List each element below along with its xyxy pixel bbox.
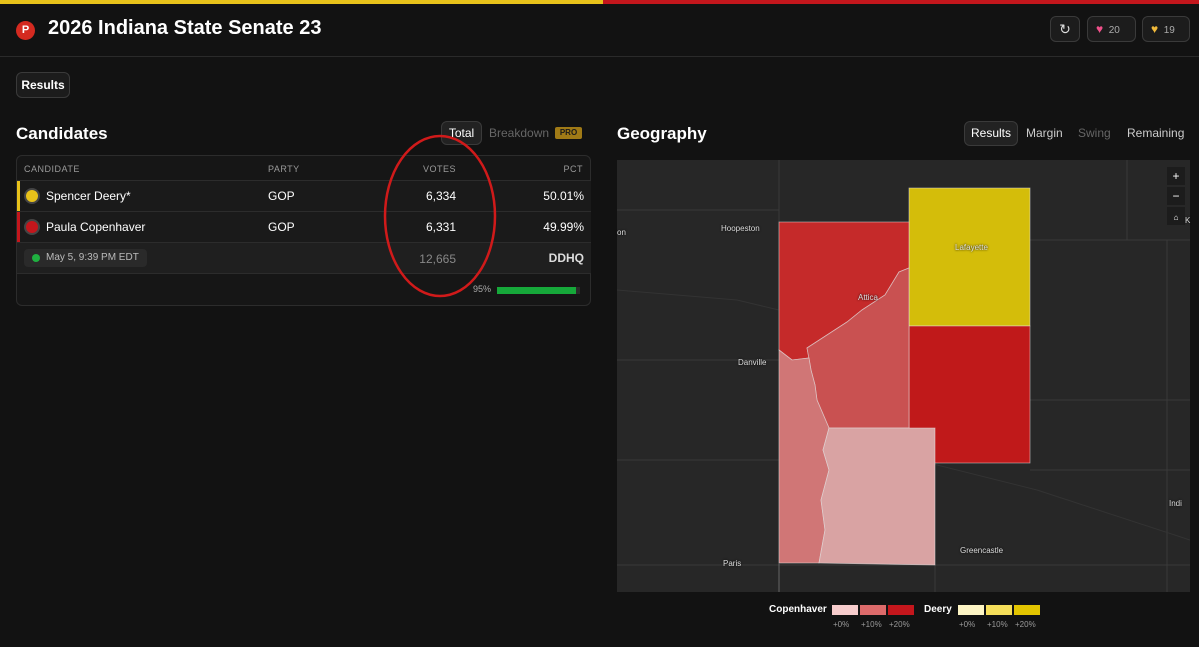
refresh-button[interactable]: ↻ <box>1050 16 1080 42</box>
annotation <box>383 134 497 298</box>
map-label: Paris <box>723 559 742 568</box>
column-header: PARTY <box>268 164 300 174</box>
map-label: K <box>1185 216 1191 225</box>
circle-annotation <box>383 134 497 298</box>
column-header: VOTES <box>422 164 456 174</box>
legend-swatch <box>832 605 858 615</box>
row-color <box>17 181 20 211</box>
percent: 49.99% <box>543 220 584 234</box>
candidate-name: Spencer Deery* <box>46 189 131 203</box>
badge: P <box>16 21 35 40</box>
like-button[interactable]: ♥ 20 <box>1087 16 1136 42</box>
percent: 50.01% <box>543 189 584 203</box>
votes: 6,331 <box>425 220 456 234</box>
zoom-controls: + − ⌂ <box>1167 167 1185 225</box>
map-label: on <box>617 228 626 237</box>
map-label: Greencastle <box>960 546 1004 555</box>
svg-text:⌂: ⌂ <box>1174 213 1179 222</box>
map-label: Hoopeston <box>721 224 760 233</box>
map-label: Indi <box>1169 499 1182 508</box>
map-view-tab[interactable]: Remaining <box>1127 126 1185 140</box>
map-view-tab[interactable]: Results <box>964 121 1018 146</box>
column-header: PCT <box>563 164 583 174</box>
favorite-count: 19 <box>1163 25 1175 36</box>
progress-right <box>603 0 1199 4</box>
reporting-text: 95% <box>472 284 491 294</box>
timestamp: May 5, 9:39 PM EDT <box>24 249 147 267</box>
map-view-tab[interactable]: Margin <box>1026 126 1063 140</box>
total-votes: 12,665 <box>419 252 456 266</box>
map-view-tab[interactable]: Swing <box>1078 126 1111 140</box>
section-title: Geography <box>617 124 707 143</box>
reporting-bar <box>497 287 576 294</box>
pro-badge: PRO <box>555 127 582 139</box>
legend-swatch <box>1014 605 1040 615</box>
page-title: 2026 Indiana State Senate 23 <box>48 17 322 39</box>
column-header: CANDIDATE <box>24 164 80 174</box>
timestamp-text: May 5, 9:39 PM EDT <box>46 252 139 263</box>
reset-view[interactable] <box>1167 207 1185 225</box>
zoom-in[interactable] <box>1167 167 1185 185</box>
like-count: 20 <box>1108 25 1120 36</box>
progress-left <box>0 0 603 4</box>
legend-step: +10% <box>861 620 882 629</box>
row-color <box>17 212 20 242</box>
avatar <box>24 188 40 204</box>
legend-swatch <box>888 605 914 615</box>
section-title: Candidates <box>16 124 108 143</box>
map-label: Attica <box>858 293 879 302</box>
map-label: Lafayette <box>955 243 988 252</box>
breakdown-tab[interactable]: Breakdown <box>489 126 550 140</box>
legend-step: +20% <box>889 620 910 629</box>
results-table: CANDIDATE PARTY VOTES PCT Spencer Deery*… <box>16 155 591 306</box>
map: + − ⌂ <box>617 160 1190 592</box>
party: GOP <box>268 189 295 203</box>
summary-row: May 5, 9:39 PM EDT 12,665 DDHQ <box>17 242 591 273</box>
legend-step: +0% <box>833 620 850 629</box>
live-dot <box>32 254 40 262</box>
legend-step: +10% <box>987 620 1008 629</box>
map-label: Danville <box>738 358 767 367</box>
candidate-name: Paula Copenhaver <box>46 220 146 234</box>
svg-text:−: − <box>1172 189 1179 203</box>
divider <box>0 56 1199 57</box>
votes: 6,334 <box>425 189 456 203</box>
reporting-track <box>497 287 580 294</box>
candidate-row: Paula Copenhaver GOP 6,331 49.99% <box>17 211 591 242</box>
zoom-out[interactable] <box>1167 187 1185 205</box>
legend-name: Deery <box>924 604 952 615</box>
legend-step: +20% <box>1015 620 1036 629</box>
legend-name: Copenhaver <box>769 604 827 615</box>
legend-step: +0% <box>959 620 976 629</box>
legend-swatch <box>860 605 886 615</box>
svg-text:+: + <box>1172 169 1179 183</box>
avatar <box>24 219 40 235</box>
results-tab[interactable]: Results <box>16 72 70 98</box>
legend-swatch <box>958 605 984 615</box>
candidate-row: Spencer Deery* GOP 6,334 50.01% <box>17 180 591 211</box>
favorite-button[interactable]: ♥ 19 <box>1142 16 1190 42</box>
reporting-row: 95% <box>17 273 591 305</box>
legend-swatch <box>986 605 1012 615</box>
party: GOP <box>268 220 295 234</box>
source: DDHQ <box>548 251 584 265</box>
